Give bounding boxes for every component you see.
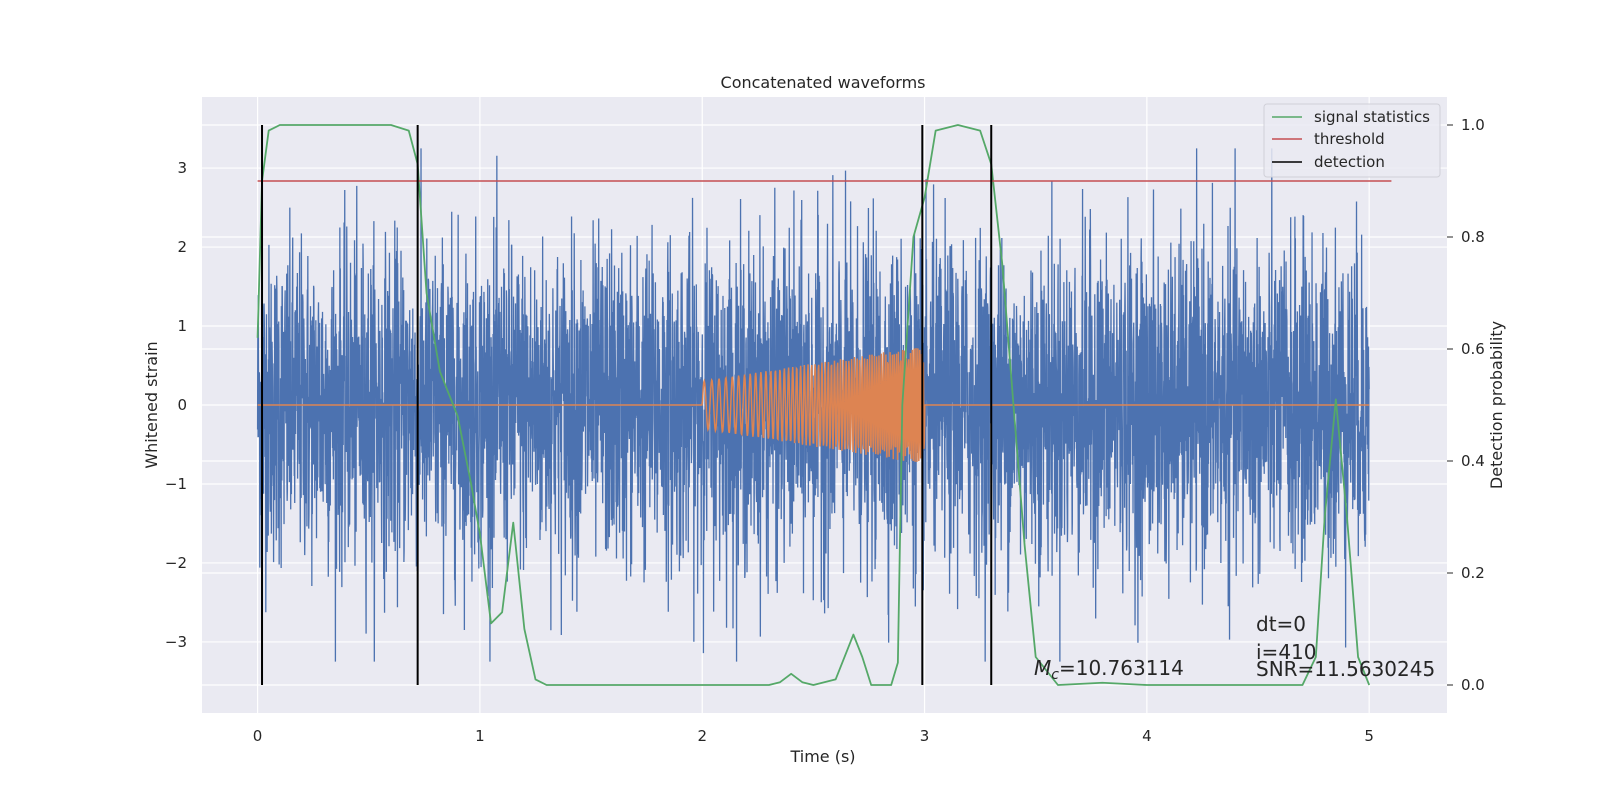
annotation-chirp-mass-value: =10.763114 [1059, 656, 1184, 680]
right-tick-labels: 1.0 0.8 0.6 0.4 0.2 0.0 [1447, 116, 1485, 694]
right-tick-label: 0.4 [1461, 452, 1485, 470]
y-tick-label: −3 [165, 633, 187, 651]
legend-label-threshold: threshold [1314, 130, 1385, 148]
annotation-index: i=410 [1256, 640, 1317, 664]
right-tick-label: 1.0 [1461, 116, 1485, 134]
x-tick-label: 4 [1142, 727, 1152, 745]
right-tick-label: 0.8 [1461, 228, 1485, 246]
y-tick-label: 0 [177, 396, 187, 414]
y-axis-label: Whitened strain [142, 341, 161, 468]
y-tick-labels: 3 2 1 0 −1 −2 −3 [165, 159, 187, 651]
legend-label-signal-statistics: signal statistics [1314, 108, 1430, 126]
legend: signal statistics threshold detection [1263, 103, 1441, 178]
y-tick-label: 1 [177, 317, 187, 335]
x-tick-labels: 0 1 2 3 4 5 [253, 727, 1374, 745]
annotation-snr: SNR=11.5630245 [1256, 657, 1435, 681]
annotation-dt: dt=0 [1256, 612, 1306, 636]
x-tick-label: 3 [920, 727, 930, 745]
annotation-chirp-mass-symbol: M [1034, 656, 1051, 680]
legend-label-detection: detection [1314, 153, 1385, 171]
signal-statistics-series [256, 124, 1371, 686]
x-tick-label: 2 [697, 727, 707, 745]
right-tick-label: 0.6 [1461, 340, 1485, 358]
strain-series [256, 148, 1370, 662]
x-tick-label: 1 [475, 727, 485, 745]
detection-series [261, 125, 993, 685]
x-axis-label: Time (s) [789, 747, 855, 766]
right-tick-label: 0.0 [1461, 676, 1485, 694]
signal-statistics-line [256, 124, 1371, 686]
y-tick-label: 2 [177, 238, 187, 256]
y-tick-label: −2 [165, 554, 187, 572]
y-tick-label: −1 [165, 475, 187, 493]
strain-line [256, 148, 1370, 662]
chart-title: Concatenated waveforms [721, 73, 926, 92]
injected-waveform-line [257, 348, 1370, 462]
annotation-chirp-mass: Mc=10.763114 [1034, 656, 1184, 683]
right-tick-label: 0.2 [1461, 564, 1485, 582]
y-tick-label: 3 [177, 159, 187, 177]
right-axis-label: Detection probability [1487, 321, 1506, 489]
annotations: Mc=10.763114 dt=0 i=410 SNR=11.5630245 [1034, 612, 1435, 683]
x-tick-label: 0 [253, 727, 263, 745]
x-tick-label: 5 [1364, 727, 1374, 745]
injected-waveform-series [257, 348, 1370, 462]
annotation-chirp-mass-subscript: c [1051, 667, 1059, 683]
legend-box [1263, 103, 1441, 178]
